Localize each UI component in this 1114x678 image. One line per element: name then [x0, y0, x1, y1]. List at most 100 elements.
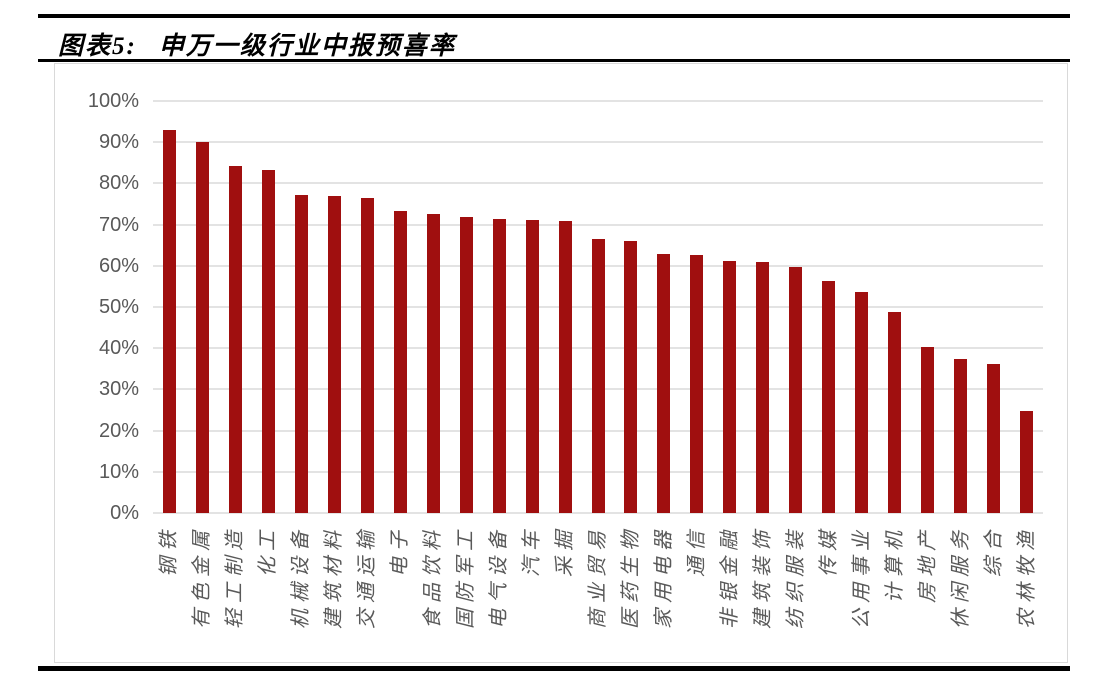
- x-axis-category-text: 公用事业: [850, 525, 873, 629]
- bar-化工: [261, 169, 275, 513]
- x-axis-category-label: 非银金融: [713, 525, 746, 665]
- x-axis-category-text: 国防军工: [455, 525, 478, 629]
- bar-农林牧渔: [1020, 411, 1034, 513]
- y-axis-tick-label: 20%: [98, 419, 139, 442]
- bar-休闲服务: [954, 359, 968, 513]
- x-axis-category-label: 轻工制造: [219, 525, 252, 665]
- bar-通信: [690, 255, 704, 513]
- x-axis-category-label: 农林牧渔: [1010, 525, 1043, 665]
- x-axis-category-label: 商业贸易: [582, 525, 615, 665]
- x-axis-category-label: 综合: [977, 525, 1010, 665]
- x-axis-category-text: 采掘: [554, 525, 577, 577]
- x-axis-category-text: 通信: [685, 525, 708, 577]
- x-axis-category-label: 建筑装饰: [746, 525, 779, 665]
- x-axis-category-label: 传媒: [812, 525, 845, 665]
- x-axis-category-text: 轻工制造: [224, 525, 247, 629]
- x-axis-category-label: 纺织服装: [779, 525, 812, 665]
- x-axis-category-text: 汽车: [521, 525, 544, 577]
- x-axis-category-label: 钢铁: [153, 525, 186, 665]
- bar-钢铁: [162, 129, 176, 513]
- gridline: [153, 182, 1043, 185]
- x-axis-category-text: 有色金属: [191, 525, 214, 629]
- figure-title: 申万一级行业中报预喜率: [158, 33, 456, 60]
- x-axis-category-label: 机械设备: [285, 525, 318, 665]
- x-axis-category-text: 农林牧渔: [1015, 525, 1038, 629]
- y-axis-tick-label: 60%: [98, 254, 139, 277]
- bar-综合: [987, 364, 1001, 513]
- x-axis-category-text: 房地产: [916, 525, 939, 603]
- x-axis-category-text: 纺织服装: [784, 525, 807, 629]
- x-axis-category-text: 建筑材料: [323, 525, 346, 629]
- bar-医药生物: [624, 240, 638, 513]
- y-axis-tick-label: 90%: [98, 131, 139, 154]
- x-axis-category-text: 食品饮料: [422, 525, 445, 629]
- x-axis-category-label: 公用事业: [845, 525, 878, 665]
- y-axis-tick-label: 40%: [98, 337, 139, 360]
- x-axis-category-label: 电子: [384, 525, 417, 665]
- x-axis-category-text: 休闲服务: [949, 525, 972, 629]
- bar-交通运输: [360, 198, 374, 513]
- x-axis-category-text: 非银金融: [718, 525, 741, 629]
- bar-计算机: [888, 312, 902, 513]
- x-axis-category-label: 房地产: [911, 525, 944, 665]
- bar-有色金属: [195, 142, 209, 513]
- bar-汽车: [525, 219, 539, 513]
- bar-传媒: [822, 280, 836, 513]
- bar-家用电器: [657, 254, 671, 513]
- bar-电子: [393, 210, 407, 513]
- figure-number-label: 图表5:: [58, 33, 137, 60]
- x-axis-category-label: 医药生物: [614, 525, 647, 665]
- x-axis-category-label: 交通运输: [351, 525, 384, 665]
- figure-title-row: 图表5: 申万一级行业中报预喜率: [58, 26, 456, 62]
- bar-纺织服装: [789, 266, 803, 513]
- x-axis-category-text: 交通运输: [356, 525, 379, 629]
- bar-建筑材料: [327, 195, 341, 513]
- x-axis-category-label: 食品饮料: [417, 525, 450, 665]
- gridline: [153, 512, 1043, 514]
- bar-非银金融: [723, 261, 737, 513]
- bottom-rule: [38, 666, 1070, 671]
- bar-电气设备: [492, 218, 506, 513]
- bar-建筑装饰: [756, 262, 770, 513]
- x-axis-category-label: 家用电器: [647, 525, 680, 665]
- y-axis-tick-label: 30%: [98, 378, 139, 401]
- gridline: [153, 141, 1043, 144]
- x-axis-category-text: 化工: [257, 525, 280, 577]
- x-axis-category-label: 采掘: [549, 525, 582, 665]
- gridline: [153, 100, 1043, 102]
- bar-机械设备: [294, 194, 308, 513]
- x-axis-category-text: 电子: [389, 525, 412, 577]
- x-axis-category-label: 国防军工: [450, 525, 483, 665]
- y-axis-tick-label: 10%: [98, 460, 139, 483]
- x-axis-category-text: 机械设备: [290, 525, 313, 629]
- bar-采掘: [558, 220, 572, 513]
- x-axis-category-label: 建筑材料: [318, 525, 351, 665]
- bar-商业贸易: [591, 239, 605, 513]
- x-axis-category-label: 有色金属: [186, 525, 219, 665]
- x-axis-category-text: 钢铁: [158, 525, 181, 577]
- x-axis-category-label: 化工: [252, 525, 285, 665]
- x-axis-category-label: 汽车: [516, 525, 549, 665]
- y-axis-tick-label: 80%: [98, 172, 139, 195]
- x-axis-category-label: 休闲服务: [944, 525, 977, 665]
- x-axis-category-text: 商业贸易: [587, 525, 609, 629]
- plot-area: 0% 10% 20% 30% 40% 50% 60% 70% 80% 90% 100% 钢铁 有色金属轻…: [55, 64, 1067, 662]
- bar-食品饮料: [426, 213, 440, 513]
- x-axis-category-text: 家用电器: [652, 525, 675, 629]
- top-rule: [38, 14, 1070, 18]
- x-axis-category-label: 通信: [680, 525, 713, 665]
- y-axis-tick-label: 50%: [98, 296, 139, 318]
- bar-chart: 0% 10% 20% 30% 40% 50% 60% 70% 80% 90% 100% 钢铁 有色金属轻…: [54, 63, 1068, 663]
- x-axis-category-text: 电气设备: [488, 525, 511, 629]
- x-axis-category-text: 传媒: [817, 525, 840, 577]
- bar-国防军工: [459, 217, 473, 513]
- y-axis-tick-label: 0%: [110, 502, 139, 524]
- x-axis-category-text: 综合: [982, 525, 1005, 577]
- x-axis-category-text: 医药生物: [619, 525, 642, 629]
- y-axis-tick-label: 100%: [87, 90, 139, 112]
- x-axis-category-text: 计算机: [883, 525, 906, 603]
- bar-房地产: [921, 346, 935, 513]
- y-axis-tick-label: 70%: [98, 213, 139, 236]
- gridline: [153, 223, 1043, 226]
